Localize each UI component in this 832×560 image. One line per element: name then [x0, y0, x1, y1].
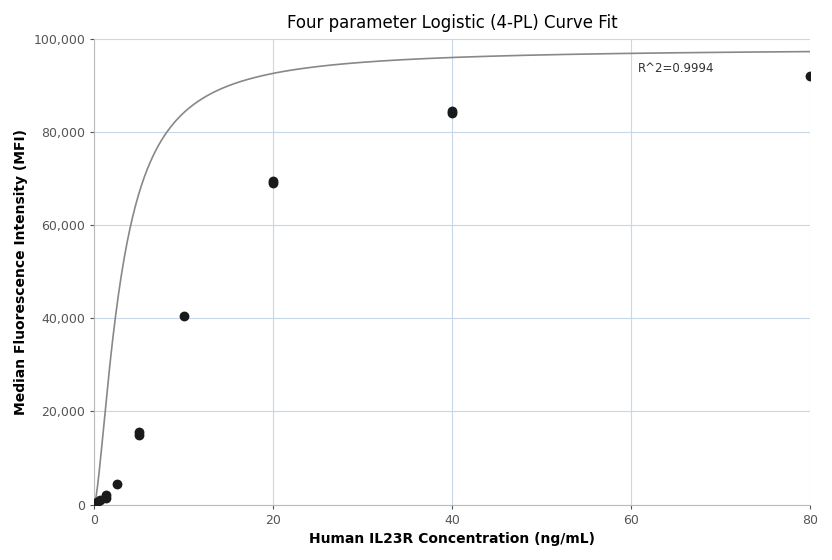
Point [132, 428, 146, 437]
X-axis label: Human IL23R Concentration (ng/mL): Human IL23R Concentration (ng/mL) [310, 532, 595, 546]
Text: R^2=0.9994: R^2=0.9994 [638, 62, 715, 74]
Point [446, 106, 459, 115]
Point [266, 176, 280, 185]
Point [99, 491, 112, 500]
Title: Four parameter Logistic (4-PL) Curve Fit: Four parameter Logistic (4-PL) Curve Fit [287, 14, 617, 32]
Point [446, 109, 459, 118]
Point [266, 179, 280, 188]
Y-axis label: Median Fluorescence Intensity (MFI): Median Fluorescence Intensity (MFI) [14, 129, 28, 415]
Point [99, 493, 112, 502]
Point [89, 498, 102, 507]
Point [804, 72, 817, 81]
Point [177, 311, 191, 320]
Point [132, 430, 146, 439]
Point [93, 496, 106, 505]
Point [91, 498, 104, 507]
Point [110, 479, 123, 488]
